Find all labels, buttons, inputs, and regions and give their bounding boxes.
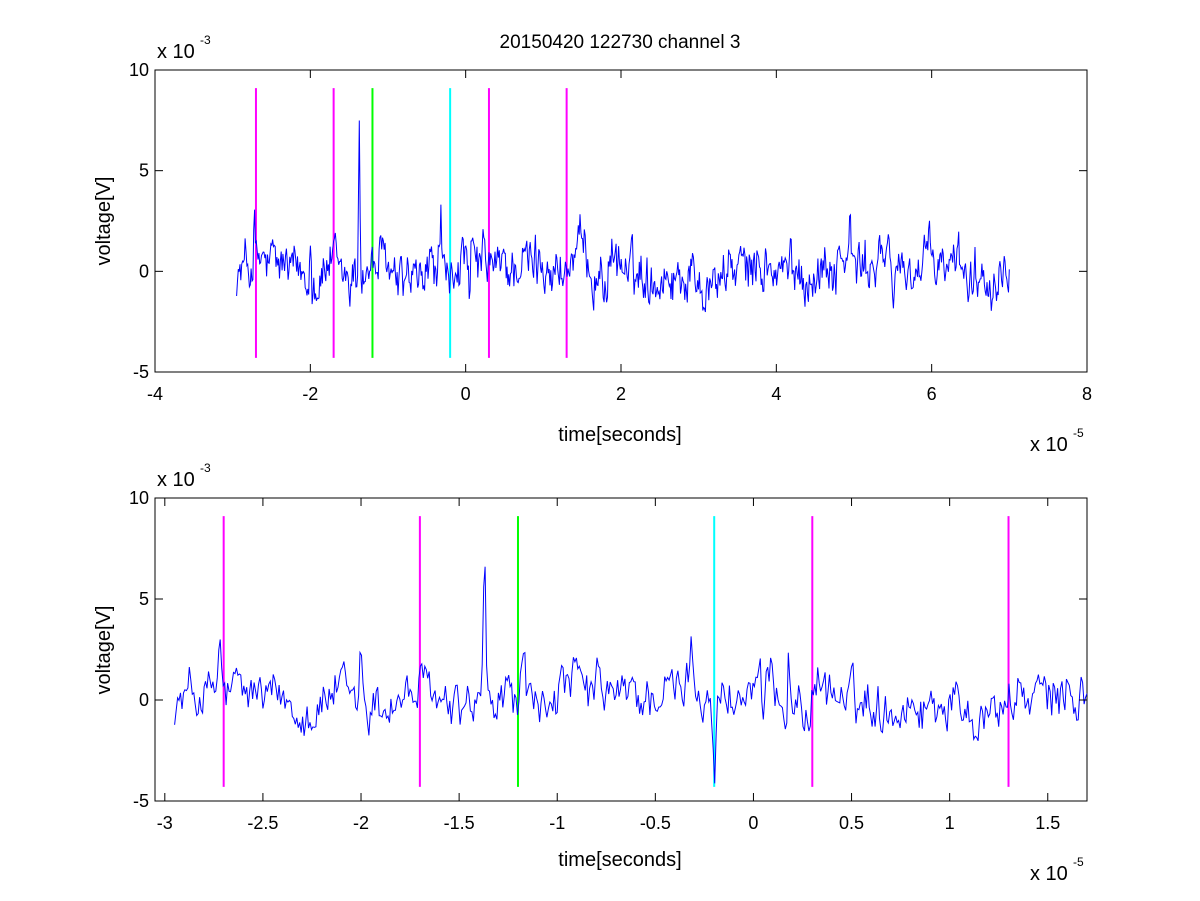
x-tick-label: 0.5 (839, 813, 864, 833)
y-multiplier-exponent: -3 (200, 33, 211, 47)
y-multiplier-exponent: -3 (200, 461, 211, 475)
y-axis-label: voltage[V] (93, 177, 115, 266)
x-tick-label: 8 (1082, 384, 1092, 404)
y-multiplier-base: x 10 (157, 41, 195, 63)
y-tick-label: 5 (139, 161, 149, 181)
x-tick-label: 0 (461, 384, 471, 404)
x-tick-label: 2 (616, 384, 626, 404)
x-multiplier-exponent: -5 (1073, 855, 1084, 869)
x-tick-label: -2 (302, 384, 318, 404)
y-tick-label: 10 (129, 60, 149, 80)
x-tick-label: 1.5 (1035, 813, 1060, 833)
x-multiplier-base: x 10 (1030, 434, 1068, 456)
y-tick-label: 5 (139, 589, 149, 609)
y-tick-label: -5 (133, 791, 149, 811)
x-tick-label: -1.5 (444, 813, 475, 833)
top-subplot: 20150420 122730 channel 3 -5 0 5 10 -4 -2 0 2 4… (93, 32, 1092, 456)
x-tick-label: 4 (771, 384, 781, 404)
x-tick-label: -2 (353, 813, 369, 833)
x-tick-label: 6 (927, 384, 937, 404)
x-tick-label: -4 (147, 384, 163, 404)
y-tick-label: -5 (133, 362, 149, 382)
y-multiplier: x 10 -3 (157, 461, 211, 491)
signal-line (174, 566, 1088, 784)
plot-area-frame (154, 69, 1088, 373)
y-multiplier: x 10 -3 (157, 33, 211, 63)
x-axis-label: time[seconds] (558, 849, 681, 871)
marker-lines (222, 516, 1010, 787)
marker-lines (254, 88, 568, 358)
chart-title: 20150420 122730 channel 3 (500, 32, 741, 53)
y-axis-label: voltage[V] (93, 606, 115, 695)
signal-line (236, 120, 1010, 313)
x-axis-label: time[seconds] (558, 424, 681, 446)
y-tick-label: 0 (139, 261, 149, 281)
x-axis-ticks: -4 -2 0 2 4 6 8 (147, 70, 1092, 404)
x-tick-label: -1 (549, 813, 565, 833)
y-tick-label: 0 (139, 690, 149, 710)
x-tick-label: -3 (157, 813, 173, 833)
y-multiplier-base: x 10 (157, 469, 195, 491)
x-multiplier: x 10 -5 (1030, 855, 1084, 885)
x-multiplier-exponent: -5 (1073, 426, 1084, 440)
x-axis-ticks: -3 -2.5 -2 -1.5 -1 -0.5 0 0.5 1 1.5 (157, 498, 1060, 833)
bottom-subplot: -5 0 5 10 -3 -2.5 -2 -1.5 -1 -0.5 0 0.5 1 1.5 time[s… (93, 461, 1088, 885)
x-tick-label: -0.5 (640, 813, 671, 833)
x-tick-label: 0 (748, 813, 758, 833)
y-tick-label: 10 (129, 488, 149, 508)
plot-area-frame (154, 497, 1088, 802)
x-multiplier: x 10 -5 (1030, 426, 1084, 456)
y-axis-ticks: -5 0 5 10 (129, 488, 1087, 811)
x-tick-label: 1 (945, 813, 955, 833)
x-multiplier-base: x 10 (1030, 863, 1068, 885)
y-axis-ticks: -5 0 5 10 (129, 60, 1087, 382)
x-tick-label: -2.5 (247, 813, 278, 833)
